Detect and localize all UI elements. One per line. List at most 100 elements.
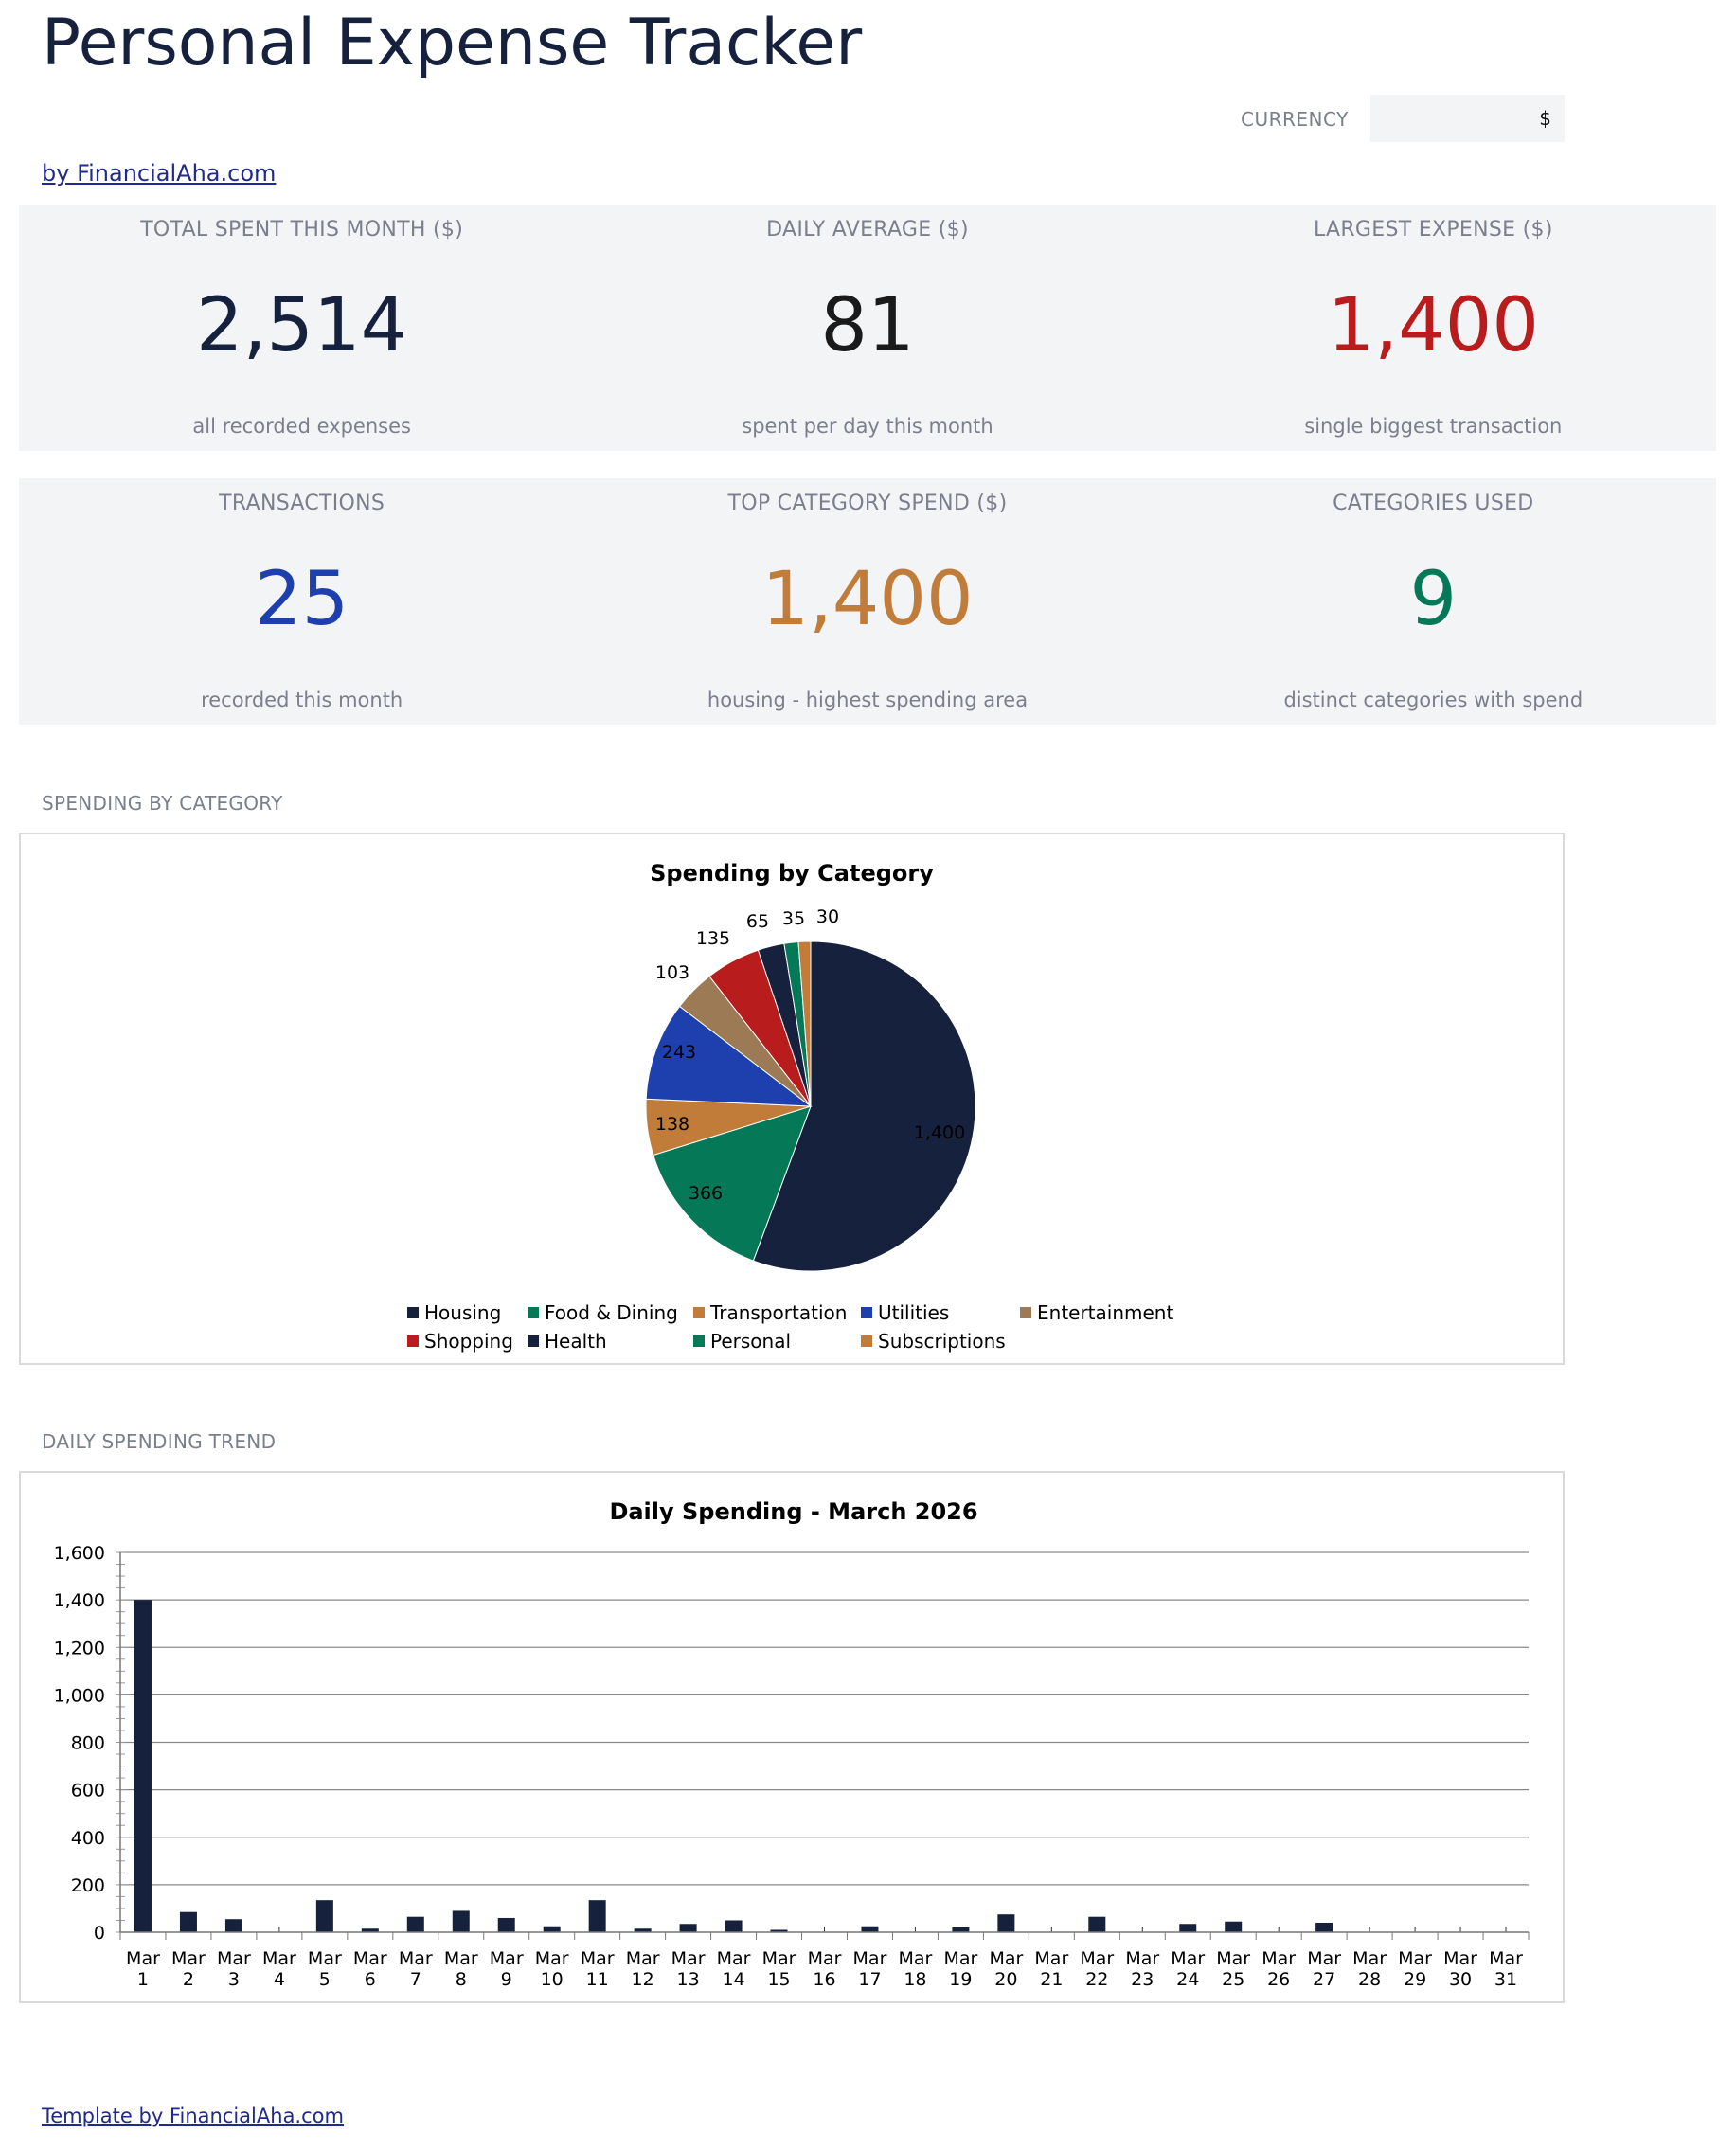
bar	[315, 1900, 333, 1932]
y-tick-label: 200	[71, 1875, 105, 1896]
x-tick-label: 4	[274, 1969, 285, 1990]
kpi-label: LARGEST EXPENSE ($)	[1313, 218, 1553, 242]
kpi-row-2: TRANSACTIONS 25 recorded this month TOP …	[19, 478, 1716, 725]
bar	[725, 1920, 743, 1932]
legend-label: Health	[545, 1330, 607, 1353]
bar	[543, 1926, 561, 1932]
footer-link[interactable]: Template by FinancialAha.com	[42, 2105, 344, 2127]
pie-data-label: 366	[689, 1183, 723, 1204]
x-tick-label: Mar	[943, 1948, 977, 1969]
x-tick-label: 13	[677, 1969, 700, 1990]
x-tick-label: 12	[632, 1969, 654, 1990]
legend-label: Housing	[424, 1301, 501, 1324]
bar	[134, 1600, 152, 1932]
x-tick-label: 28	[1358, 1969, 1381, 1990]
x-tick-label: Mar	[1489, 1948, 1523, 1969]
bar	[1179, 1924, 1197, 1932]
kpi-subtitle: distinct categories with spend	[1283, 689, 1584, 711]
y-tick-label: 1,600	[54, 1543, 105, 1564]
kpi-subtitle: spent per day this month	[742, 415, 993, 438]
pie-chart-panel: Spending by Category 1,400 366 138 243 103 13…	[19, 833, 1565, 1365]
x-tick-label: 5	[319, 1969, 331, 1990]
x-tick-label: 15	[767, 1969, 790, 1990]
x-tick-label: 31	[1494, 1969, 1517, 1990]
y-tick-label: 600	[71, 1781, 105, 1801]
currency-input[interactable]	[1370, 95, 1565, 142]
x-tick-label: 27	[1313, 1969, 1335, 1990]
x-tick-label: 18	[904, 1969, 926, 1990]
pie-slice	[653, 1105, 812, 1262]
legend-label: Utilities	[878, 1301, 949, 1324]
kpi-card-top-category: TOP CATEGORY SPEND ($) 1,400 housing - h…	[584, 478, 1150, 725]
pie-data-label: 30	[816, 906, 839, 927]
pie-data-label: 35	[782, 908, 805, 929]
legend-label: Entertainment	[1037, 1301, 1173, 1324]
section-label-daily: DAILY SPENDING TREND	[42, 1430, 277, 1453]
kpi-card-categories-used: CATEGORIES USED 9 distinct categories wi…	[1151, 478, 1716, 725]
pie-data-label: 65	[746, 911, 769, 932]
kpi-label: TRANSACTIONS	[219, 492, 385, 515]
legend-swatch	[528, 1335, 539, 1347]
x-tick-label: 20	[994, 1969, 1017, 1990]
kpi-value: 2,514	[196, 283, 408, 368]
x-tick-label: Mar	[717, 1948, 751, 1969]
x-tick-label: Mar	[1443, 1948, 1477, 1969]
kpi-value: 9	[1409, 557, 1458, 642]
kpi-value: 25	[255, 557, 349, 642]
x-tick-label: Mar	[581, 1948, 615, 1969]
x-tick-label: 1	[137, 1969, 149, 1990]
x-tick-label: 8	[456, 1969, 467, 1990]
x-tick-label: Mar	[444, 1948, 478, 1969]
x-tick-label: 6	[365, 1969, 376, 1990]
x-tick-label: Mar	[1352, 1948, 1387, 1969]
bar-chart: Daily Spending - March 2026 0 200 400 600 80…	[54, 1498, 1530, 1990]
bar	[634, 1928, 652, 1932]
kpi-card-daily-average: DAILY AVERAGE ($) 81 spent per day this …	[584, 205, 1150, 451]
x-tick-label: Mar	[1171, 1948, 1205, 1969]
x-tick-label: Mar	[1216, 1948, 1250, 1969]
x-tick-label: Mar	[1080, 1948, 1114, 1969]
kpi-label: CATEGORIES USED	[1333, 492, 1534, 515]
x-tick-label: 3	[228, 1969, 240, 1990]
pie-data-label: 1,400	[914, 1122, 965, 1143]
bar	[452, 1910, 470, 1932]
y-tick-label: 800	[71, 1733, 105, 1754]
kpi-card-transactions: TRANSACTIONS 25 recorded this month	[19, 478, 584, 725]
x-tick-label: Mar	[989, 1948, 1023, 1969]
x-tick-label: Mar	[126, 1948, 160, 1969]
x-tick-label: Mar	[308, 1948, 342, 1969]
x-tick-label: Mar	[808, 1948, 842, 1969]
legend-label: Personal	[710, 1330, 791, 1353]
x-tick-label: 23	[1131, 1969, 1154, 1990]
x-tick-label: Mar	[1307, 1948, 1341, 1969]
legend-label: Food & Dining	[545, 1301, 678, 1324]
legend-swatch	[861, 1307, 872, 1318]
kpi-subtitle: recorded this month	[201, 689, 403, 711]
x-tick-label: 30	[1449, 1969, 1472, 1990]
legend-swatch	[407, 1335, 419, 1347]
x-tick-label: 9	[501, 1969, 512, 1990]
pie-data-label: 135	[696, 928, 730, 949]
y-tick-label: 400	[71, 1828, 105, 1849]
bar	[361, 1928, 379, 1932]
pie-slice	[645, 1005, 813, 1107]
byline-link[interactable]: by FinancialAha.com	[42, 160, 277, 187]
x-tick-label: Mar	[535, 1948, 569, 1969]
pie-slice	[752, 941, 976, 1272]
kpi-subtitle: single biggest transaction	[1304, 415, 1563, 438]
x-tick-label: 26	[1267, 1969, 1290, 1990]
legend-swatch	[1020, 1307, 1031, 1318]
x-tick-label: 19	[949, 1969, 972, 1990]
kpi-value: 81	[820, 283, 915, 368]
x-tick-label: Mar	[399, 1948, 433, 1969]
bar	[588, 1900, 606, 1932]
pie-slice	[797, 941, 812, 1107]
x-tick-label: 2	[183, 1969, 194, 1990]
kpi-label: TOP CATEGORY SPEND ($)	[727, 492, 1008, 515]
pie-data-label: 138	[655, 1114, 689, 1135]
legend-swatch	[693, 1307, 705, 1318]
x-tick-label: Mar	[1034, 1948, 1068, 1969]
kpi-value: 1,400	[761, 557, 974, 642]
bar	[1088, 1916, 1106, 1932]
x-tick-label: Mar	[899, 1948, 933, 1969]
